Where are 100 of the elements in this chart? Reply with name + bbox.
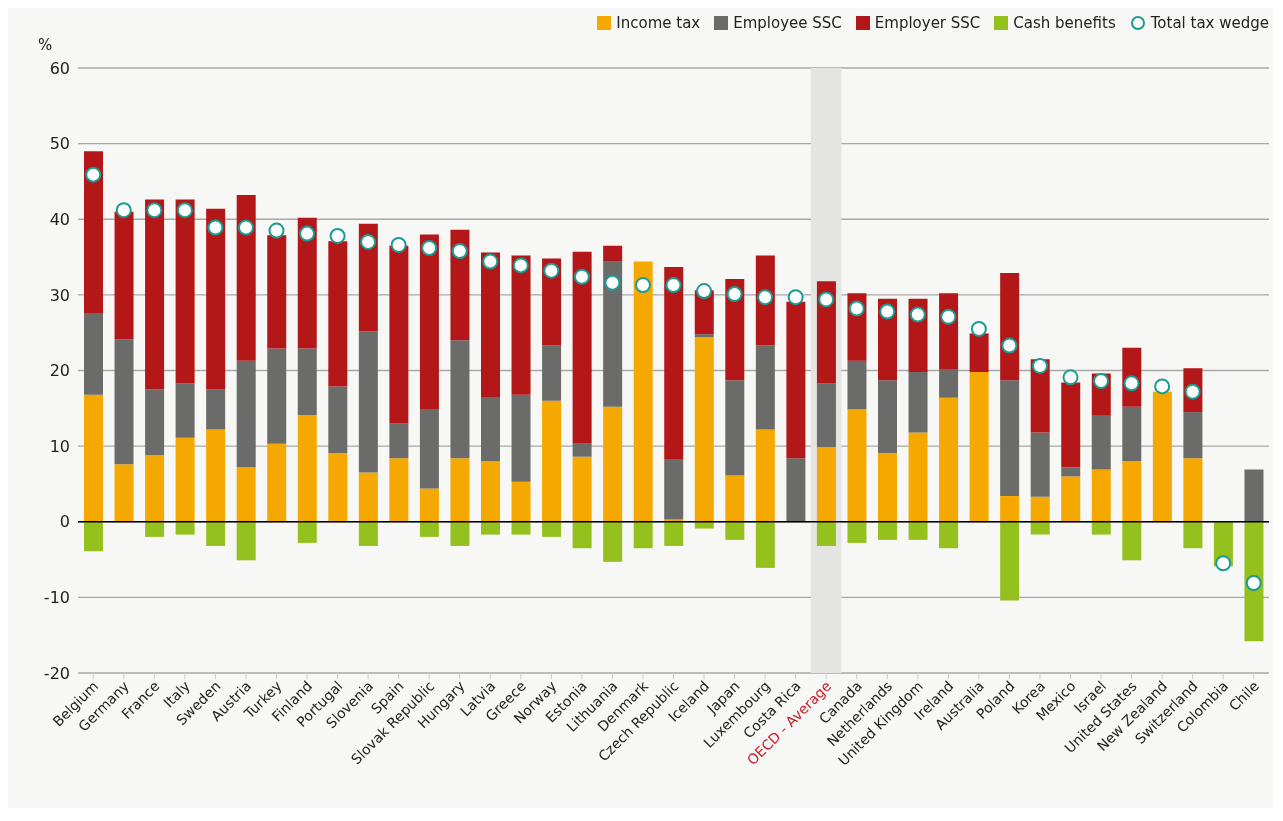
bar [1152,391,1172,522]
bar [358,223,378,332]
bar [694,334,714,338]
bar [572,456,592,522]
bar [1000,496,1020,522]
y-tick-label: 30 [49,285,70,305]
legend-label: Income tax [615,14,701,32]
bar [847,409,867,522]
point [146,202,163,219]
bar [664,458,684,520]
bar [450,521,470,546]
bar [725,475,745,522]
bar [572,443,592,457]
y-tick-label: 50 [49,134,70,154]
bar [419,409,439,489]
point [757,289,774,306]
bar [786,301,806,459]
bar [603,521,623,562]
bar [114,211,134,340]
point [1001,337,1018,354]
bar [1122,406,1142,462]
bar [755,429,775,522]
bar [236,521,256,561]
bar [450,340,470,459]
point [787,289,804,306]
bar [84,394,103,522]
bar [878,452,897,522]
bar [694,337,714,522]
bar [847,521,867,543]
bar [297,348,317,416]
bar [84,151,103,314]
y-tick-label: 40 [49,209,70,229]
bar [878,521,897,540]
bar [297,521,317,543]
point [482,253,499,270]
bar [572,521,592,549]
point [1093,373,1110,390]
point [115,202,132,219]
legend-label: Total tax wedge [1149,14,1269,32]
bar [267,348,287,444]
point [1215,555,1232,572]
bar [206,521,226,546]
bar [603,245,623,262]
bar [389,423,409,459]
y-tick-label: 60 [49,58,70,78]
bar [481,397,500,462]
point [512,257,529,274]
bar [1061,382,1081,468]
bar [786,458,806,522]
point [665,277,682,294]
bar [175,437,195,522]
point [879,303,896,320]
bar [511,255,531,395]
point [543,262,560,279]
bar [206,389,226,430]
bar [725,521,745,540]
bar [1030,432,1050,497]
bar [145,199,165,390]
bar [206,429,226,522]
bar [939,397,959,522]
bar [847,360,867,410]
bar [1000,272,1020,381]
bar [511,521,531,535]
bar [1183,412,1203,459]
bar [908,521,928,540]
bar [1091,521,1111,535]
bar [114,339,134,465]
point [940,308,957,325]
point [1154,378,1171,395]
bar [542,345,562,401]
point [848,300,865,317]
bar [389,458,409,522]
bar [725,380,745,476]
bar [419,521,439,537]
point [85,166,102,183]
point [299,225,316,242]
bar [878,380,897,453]
bar [816,446,836,522]
bar [511,481,531,522]
point [451,243,468,260]
bar [755,345,775,430]
bar [114,464,134,522]
bar [542,400,562,522]
bar [755,521,775,568]
bar [1030,521,1050,535]
point [1062,369,1079,386]
bar [908,432,928,522]
y-tick-label: 20 [49,361,70,381]
legend-label: Employee SSC [732,14,842,32]
bar [358,472,378,522]
bar [175,521,195,535]
bar [236,360,256,468]
bar [908,372,928,433]
bar [450,458,470,522]
bar [1122,521,1142,561]
bar [603,261,623,407]
bar [328,386,348,453]
legend-label: Employer SSC [873,14,981,32]
bar [1030,496,1050,522]
bar [633,521,653,549]
